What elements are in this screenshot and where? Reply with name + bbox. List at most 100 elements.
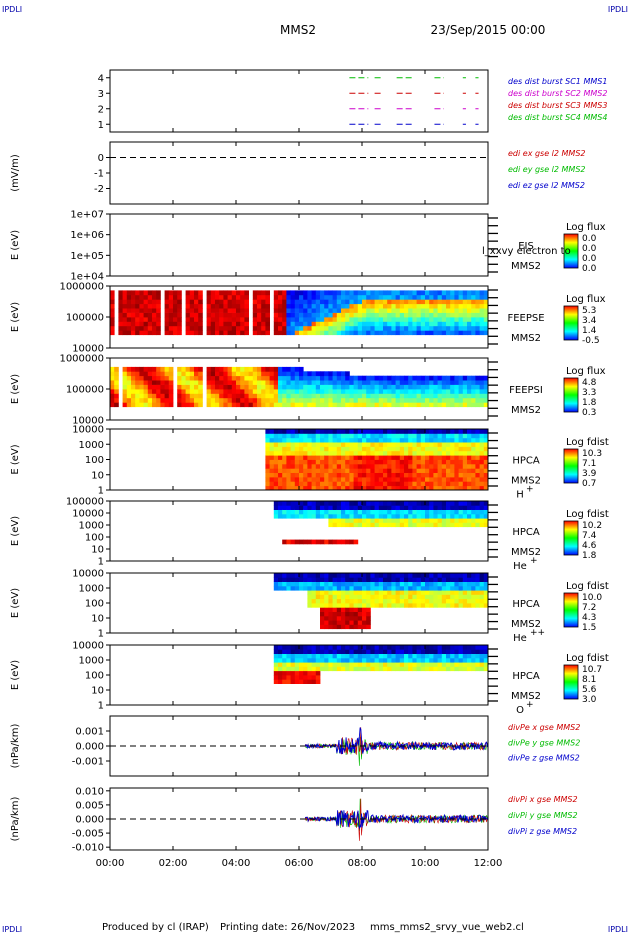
colorbar-value: 3.9 — [582, 469, 597, 479]
spectrogram-cell — [416, 666, 422, 672]
spectrogram-cell — [454, 485, 459, 491]
spectrogram-cell — [366, 308, 371, 313]
spectrogram-cell — [265, 429, 270, 434]
spectrogram-cell — [194, 371, 199, 377]
spectrogram-cell — [366, 577, 371, 582]
spectrogram-cell — [349, 308, 354, 313]
spectrogram-cell — [282, 581, 287, 587]
spectrogram-cell — [286, 380, 291, 385]
spectrogram-cell — [307, 375, 312, 381]
spectrogram-cell — [265, 446, 270, 452]
spectrogram-cell — [294, 402, 300, 408]
spectrogram-cell — [450, 509, 455, 515]
spectrogram-cell — [366, 476, 371, 482]
spectrogram-cell — [177, 317, 182, 322]
spectrogram-cell — [374, 662, 380, 667]
spectrogram-cell — [374, 481, 380, 487]
spectrogram-cell — [286, 446, 291, 452]
spectrogram-cell — [336, 662, 342, 667]
spectrogram-cell — [362, 485, 367, 491]
spectrogram-cell — [299, 581, 304, 587]
spectrogram-cell — [236, 312, 241, 318]
spectrogram-cell — [450, 384, 455, 390]
spectrogram-cell — [265, 450, 270, 456]
spectrogram-cell — [454, 653, 459, 659]
spectrogram-cell — [475, 666, 480, 672]
spectrogram-cell — [210, 330, 216, 336]
spectrogram-cell — [441, 666, 447, 672]
spectrogram-cell — [458, 312, 464, 318]
spectrogram-cell — [366, 303, 371, 309]
spectrogram-cell — [362, 330, 367, 336]
spectrogram-cell — [160, 366, 165, 372]
spectrogram-cell — [454, 522, 459, 528]
spectrogram-cell — [399, 518, 405, 523]
spectrogram-cell — [349, 485, 354, 491]
spectrogram-cell — [471, 429, 476, 434]
spectrogram-cell — [328, 476, 333, 482]
spectrogram-cell — [479, 505, 485, 510]
spacecraft-label: MMS2 — [511, 547, 541, 558]
spectrogram-cell — [345, 598, 350, 604]
spectrogram-cell — [425, 375, 430, 381]
spectrogram-cell — [336, 389, 342, 394]
spectrogram-cell — [303, 402, 308, 408]
spectrogram-cell — [345, 433, 350, 439]
spectrogram-cell — [173, 321, 178, 327]
spectrogram-cell — [328, 577, 333, 582]
spectrogram-cell — [265, 299, 270, 305]
spectrogram-cell — [404, 299, 409, 305]
spectrogram-cell — [257, 389, 262, 394]
spectrogram-cell — [273, 657, 279, 663]
spectrogram-cell — [399, 590, 405, 595]
spectrogram-cell — [269, 437, 275, 443]
spectrogram-cell — [345, 501, 350, 506]
spectrogram-cell — [114, 389, 119, 394]
spectrogram-cell — [383, 402, 388, 408]
spectrogram-cell — [320, 509, 325, 515]
spectrogram-cell — [429, 459, 434, 465]
spectrogram-cell — [475, 598, 480, 604]
spectrogram-cell — [194, 303, 199, 309]
spectrogram-cell — [437, 581, 443, 587]
spectrogram-cell — [282, 468, 287, 473]
spectrogram-cell — [210, 325, 216, 331]
spectrogram-cell — [349, 581, 354, 587]
spectrogram-cell — [290, 312, 296, 318]
spectrogram-cell — [294, 299, 300, 305]
spectrogram-cell — [303, 501, 308, 506]
spectrogram-cell — [303, 393, 308, 399]
spectrogram-cell — [391, 303, 396, 309]
spectrogram-cell — [273, 330, 279, 336]
spectrogram-cell — [454, 433, 459, 439]
spectrogram-cell — [437, 513, 443, 519]
spectrogram-cell — [479, 581, 485, 587]
spectrogram-cell — [366, 433, 371, 439]
spectrogram-cell — [412, 459, 417, 465]
spectrogram-cell — [416, 505, 422, 510]
spectrogram-cell — [286, 290, 291, 296]
spectrogram-cell — [420, 505, 426, 510]
spectrogram-cell — [450, 446, 455, 452]
colorbar-value: 1.4 — [582, 326, 597, 336]
spectrogram-cell — [336, 615, 342, 621]
spectrogram-cell — [194, 290, 199, 296]
spectrogram-cell — [412, 649, 417, 654]
spectrogram-cell — [404, 384, 409, 390]
spectrogram-cell — [164, 375, 170, 381]
spectrogram-cell — [336, 666, 342, 672]
spectrogram-cell — [362, 468, 367, 473]
spectrogram-cell — [383, 585, 388, 591]
spectrogram-cell — [282, 380, 287, 385]
spectrogram-cell — [370, 581, 375, 587]
spectrogram-cell — [404, 290, 409, 296]
y-tick-label: 1e+06 — [70, 230, 104, 241]
spectrogram-cell — [366, 598, 371, 604]
spectrogram-cell — [336, 603, 342, 608]
spectrogram-cell — [294, 429, 300, 434]
spectrogram-cell — [332, 657, 338, 663]
spectrogram-cell — [399, 501, 405, 506]
spectrogram-cell — [416, 577, 422, 582]
